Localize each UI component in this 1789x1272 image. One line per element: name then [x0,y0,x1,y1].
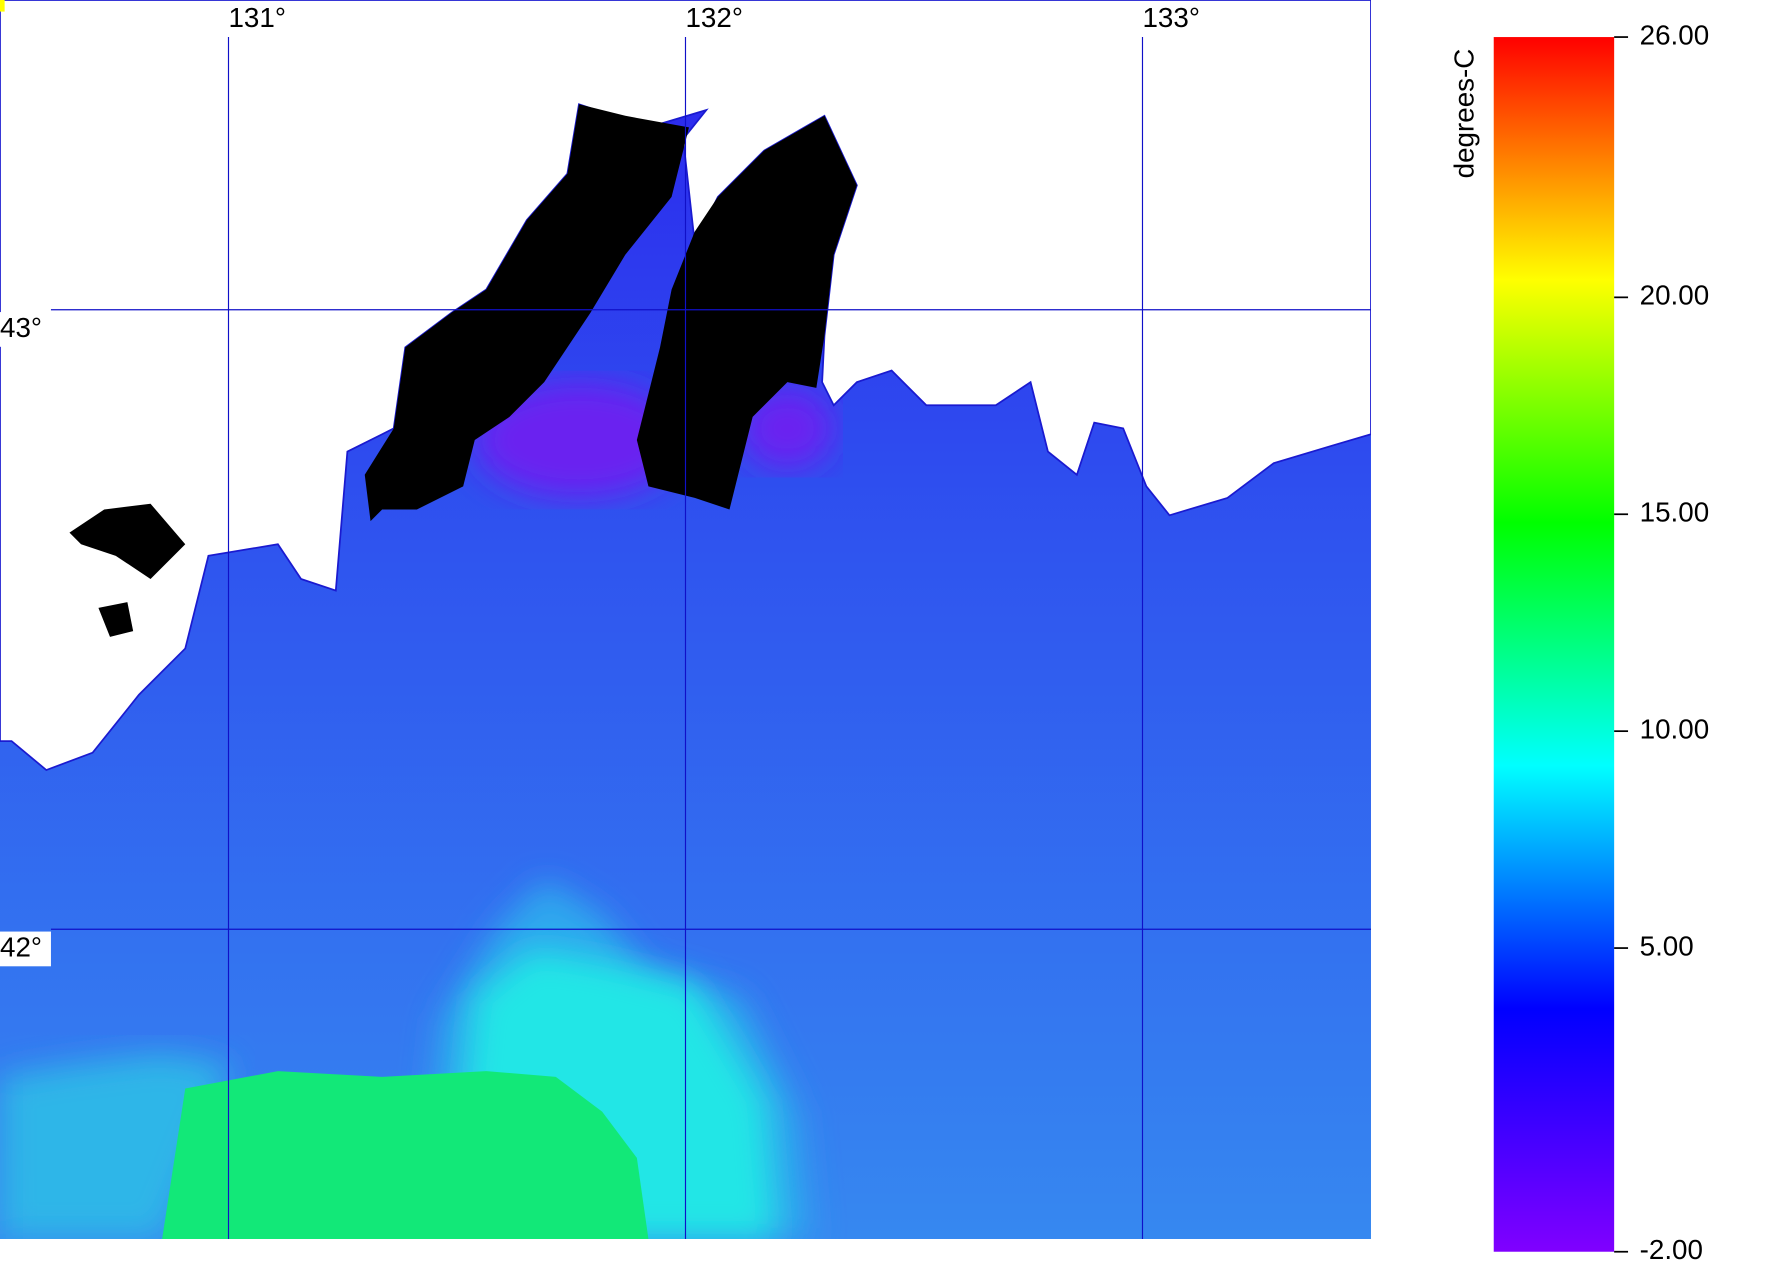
longitude-label: 133° [1142,2,1199,33]
colorbar-tick-label: -2.00 [1640,1234,1703,1265]
colorbar [1493,37,1615,1252]
colorbar-tick-label: 15.00 [1640,497,1710,528]
longitude-label: 132° [685,2,742,33]
colorbar-tick-label: 26.00 [1640,19,1710,50]
latitude-label: 43° [0,312,42,343]
longitude-label: 131° [228,2,285,33]
warmest-water [162,1071,649,1239]
coastal-cold-water [741,387,834,469]
corner-marker [0,0,5,12]
latitude-label: 42° [0,931,42,962]
colorbar-tick-label: 20.00 [1640,280,1710,311]
latitude-label-bg [0,931,51,967]
coastal-cold-water [474,382,684,498]
colorbar-label: degrees-C [1448,49,1479,179]
land-masked [364,104,689,522]
land-masked [98,602,134,637]
latitude-label-bg [0,312,51,347]
colorbar-tick-label: 10.00 [1640,714,1710,745]
graticule: 131° 132° 133° 43° 42° [0,2,1371,1239]
colorbar-tick-label: 5.00 [1640,930,1694,961]
land-masked [636,115,857,510]
land-masked [69,503,186,579]
